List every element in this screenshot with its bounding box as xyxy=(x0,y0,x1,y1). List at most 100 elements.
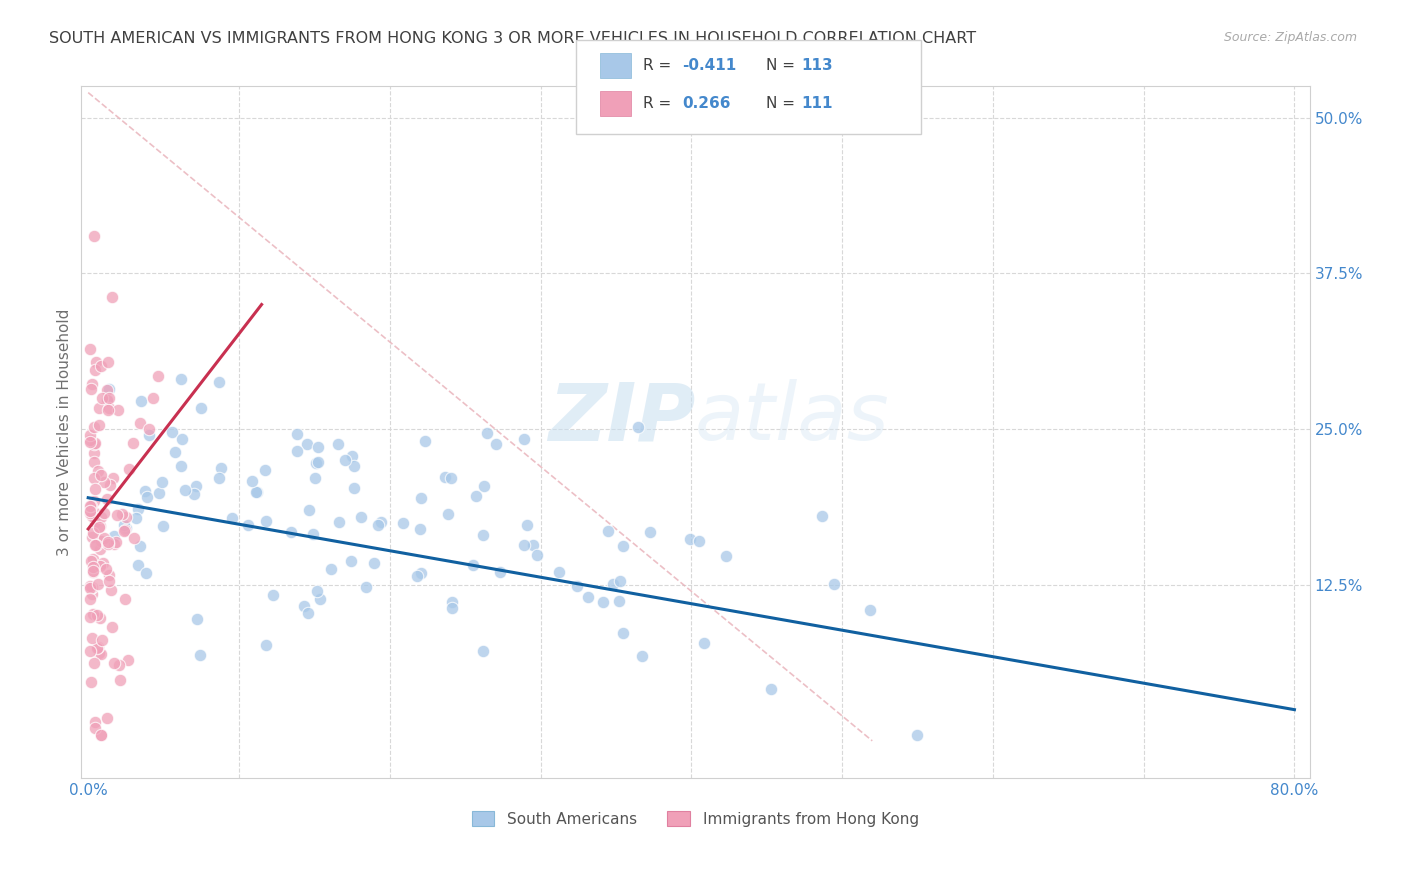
Point xyxy=(245,485,267,500)
Point xyxy=(103,471,125,485)
Point xyxy=(409,522,432,536)
Point xyxy=(150,475,173,489)
Point xyxy=(612,625,634,640)
Point xyxy=(190,401,212,416)
Point xyxy=(117,653,139,667)
Point xyxy=(138,422,160,436)
Point xyxy=(82,560,104,574)
Point xyxy=(905,728,928,742)
Point xyxy=(79,643,101,657)
Point xyxy=(87,646,110,660)
Point xyxy=(186,479,208,493)
Point xyxy=(160,425,183,440)
Point xyxy=(170,432,193,446)
Point xyxy=(254,462,277,476)
Point xyxy=(80,382,103,396)
Point xyxy=(131,394,153,409)
Point xyxy=(79,499,101,513)
Point xyxy=(84,355,107,369)
Text: ZIP: ZIP xyxy=(548,379,695,458)
Point xyxy=(90,391,112,405)
Point xyxy=(350,510,373,524)
Point xyxy=(87,520,110,534)
Point xyxy=(80,499,103,513)
Point xyxy=(367,518,389,533)
Point xyxy=(86,641,108,656)
Point xyxy=(89,611,111,625)
Point xyxy=(141,391,163,405)
Legend: South Americans, Immigrants from Hong Kong: South Americans, Immigrants from Hong Ko… xyxy=(465,805,925,833)
Point xyxy=(363,556,385,570)
Point xyxy=(93,507,115,521)
Point xyxy=(208,471,231,485)
Point xyxy=(565,579,588,593)
Point xyxy=(609,574,631,589)
Point xyxy=(576,590,599,604)
Point xyxy=(441,601,464,615)
Text: SOUTH AMERICAN VS IMMIGRANTS FROM HONG KONG 3 OR MORE VEHICLES IN HOUSEHOLD CORR: SOUTH AMERICAN VS IMMIGRANTS FROM HONG K… xyxy=(49,31,976,46)
Point xyxy=(761,682,783,697)
Point xyxy=(82,552,104,566)
Point xyxy=(83,437,105,451)
Point xyxy=(309,592,332,607)
Point xyxy=(90,359,112,374)
Point xyxy=(370,515,392,529)
Point xyxy=(98,401,121,415)
Point xyxy=(513,432,536,446)
Point xyxy=(79,342,101,356)
Point xyxy=(84,538,107,552)
Point xyxy=(631,649,654,664)
Point xyxy=(437,507,460,521)
Point xyxy=(104,535,127,549)
Point xyxy=(297,606,319,620)
Point xyxy=(240,475,263,489)
Point xyxy=(96,393,118,408)
Point xyxy=(124,511,146,525)
Point xyxy=(97,382,120,396)
Point xyxy=(87,464,110,478)
Point xyxy=(98,478,121,492)
Point xyxy=(409,566,432,580)
Point xyxy=(90,509,112,524)
Point xyxy=(262,588,284,602)
Point xyxy=(392,516,415,530)
Point xyxy=(84,506,107,520)
Point xyxy=(84,436,107,450)
Point xyxy=(148,485,170,500)
Text: 111: 111 xyxy=(801,96,832,111)
Point xyxy=(304,470,326,484)
Point xyxy=(612,539,634,553)
Point xyxy=(83,229,105,244)
Point xyxy=(461,558,484,572)
Point xyxy=(516,518,538,533)
Point xyxy=(89,519,111,533)
Point xyxy=(485,437,508,451)
Point xyxy=(82,580,104,594)
Point xyxy=(173,483,195,498)
Point xyxy=(105,508,128,523)
Text: 113: 113 xyxy=(801,58,832,72)
Point xyxy=(129,539,152,553)
Point xyxy=(90,467,112,482)
Point xyxy=(79,506,101,520)
Point xyxy=(333,452,356,467)
Point xyxy=(82,565,104,579)
Point xyxy=(413,434,436,448)
Point xyxy=(96,383,118,397)
Point xyxy=(90,728,112,742)
Text: 0.266: 0.266 xyxy=(682,96,730,111)
Point xyxy=(93,475,115,490)
Point xyxy=(319,561,342,575)
Point xyxy=(135,566,157,581)
Point xyxy=(96,561,118,575)
Point xyxy=(89,542,111,557)
Point xyxy=(405,569,427,583)
Point xyxy=(82,525,104,540)
Point xyxy=(823,577,845,591)
Point xyxy=(638,525,661,540)
Text: Source: ZipAtlas.com: Source: ZipAtlas.com xyxy=(1223,31,1357,45)
Point xyxy=(100,583,122,598)
Point xyxy=(433,470,456,484)
Point xyxy=(183,487,205,501)
Point xyxy=(186,612,208,626)
